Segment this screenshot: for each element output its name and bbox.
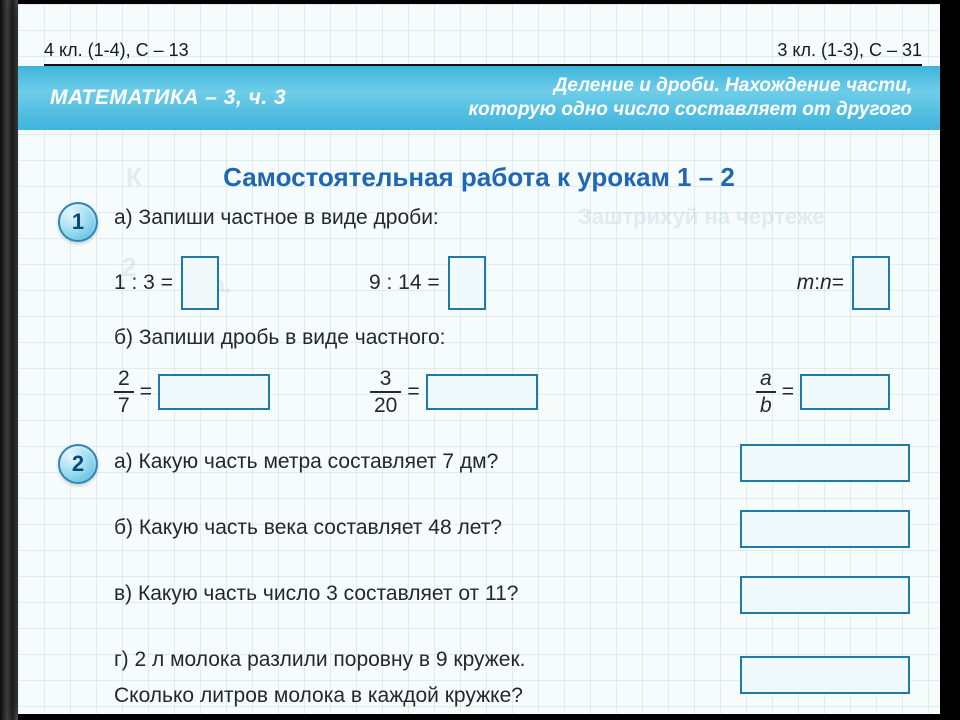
topic-line1: Деление и дроби. Нахождение части, xyxy=(286,74,912,98)
worksheet-title: Самостоятельная работа к урокам 1 – 2 xyxy=(18,162,940,193)
top-left-ref: 4 кл. (1-4), С – 13 xyxy=(44,40,189,61)
task1-b-label: б) Запиши дробь в виде частного: xyxy=(114,326,910,350)
top-page-refs: 4 кл. (1-4), С – 13 3 кл. (1-3), С – 31 xyxy=(44,40,922,61)
task-num-1: 1 xyxy=(72,209,84,235)
frac-bar xyxy=(370,391,401,393)
task1-a-text: а) Запиши частное в виде дроби: xyxy=(114,206,439,230)
topic-band: МАТЕМАТИКА – 3, ч. 3 Деление и дроби. На… xyxy=(18,66,940,130)
expr3-m: m xyxy=(797,271,815,295)
subject-label: МАТЕМАТИКА – 3, ч. 3 xyxy=(50,86,286,110)
frac-top: 3 xyxy=(376,368,396,389)
answer-box[interactable] xyxy=(740,576,910,614)
frac-bar xyxy=(756,391,776,393)
top-right-ref: 3 кл. (1-3), С – 31 xyxy=(777,40,922,61)
equals: = xyxy=(134,380,158,404)
task1-a-expressions: 1 : 3 = 9 : 14 = m : n = xyxy=(114,256,910,310)
expr3-eq: = xyxy=(832,271,844,295)
equals: = xyxy=(401,380,425,404)
answer-box[interactable] xyxy=(800,374,890,410)
frac-bot: 7 xyxy=(114,395,134,416)
answer-box[interactable] xyxy=(740,444,910,482)
task-num-2: 2 xyxy=(72,451,84,477)
task-badge-2: 2 xyxy=(58,444,98,484)
task2-b-text: б) Какую часть века составляет 48 лет? xyxy=(114,516,502,540)
topic-line2: которую одно число составляет от другого xyxy=(286,98,912,122)
answer-box[interactable] xyxy=(852,256,890,310)
frac-bot: b xyxy=(756,395,776,416)
answer-box[interactable] xyxy=(448,256,486,310)
frac-bot: 20 xyxy=(370,395,401,416)
book-spine xyxy=(0,0,18,720)
task2-d2-text: Сколько литров молока в каждой кружке? xyxy=(114,684,523,708)
expr2: 9 : 14 = xyxy=(369,271,440,295)
answer-box[interactable] xyxy=(158,374,270,410)
workbook-page: 4 кл. (1-4), С – 13 3 кл. (1-3), С – 31 … xyxy=(18,4,940,714)
task2-c-text: в) Какую часть число 3 составляет от 11? xyxy=(114,582,518,606)
expr1: 1 : 3 = xyxy=(114,271,173,295)
expr3-n: n xyxy=(820,271,832,295)
answer-box[interactable] xyxy=(426,374,538,410)
task2-a-text: а) Какую часть метра составляет 7 дм? xyxy=(114,450,498,474)
task1-b-text: б) Запиши дробь в виде частного: xyxy=(114,326,446,350)
fraction-a-b: a b xyxy=(756,368,776,416)
topic-label: Деление и дроби. Нахождение части, котор… xyxy=(286,74,912,122)
answer-box[interactable] xyxy=(181,256,219,310)
task-badge-1: 1 xyxy=(58,202,98,242)
equals: = xyxy=(776,380,800,404)
task2-d1-text: г) 2 л молока разлили поровну в 9 кружек… xyxy=(114,648,526,672)
frac-top: a xyxy=(756,368,776,389)
frac-bar xyxy=(114,391,134,393)
task1-b-expressions: 2 7 = 3 20 = a b = xyxy=(114,368,910,416)
answer-box[interactable] xyxy=(740,510,910,548)
task2-d2: Сколько литров молока в каждой кружке? xyxy=(114,684,910,708)
task1-a-label: а) Запиши частное в виде дроби: xyxy=(114,206,910,230)
frac-top: 2 xyxy=(114,368,134,389)
fraction-2-7: 2 7 xyxy=(114,368,134,416)
fraction-3-20: 3 20 xyxy=(370,368,401,416)
